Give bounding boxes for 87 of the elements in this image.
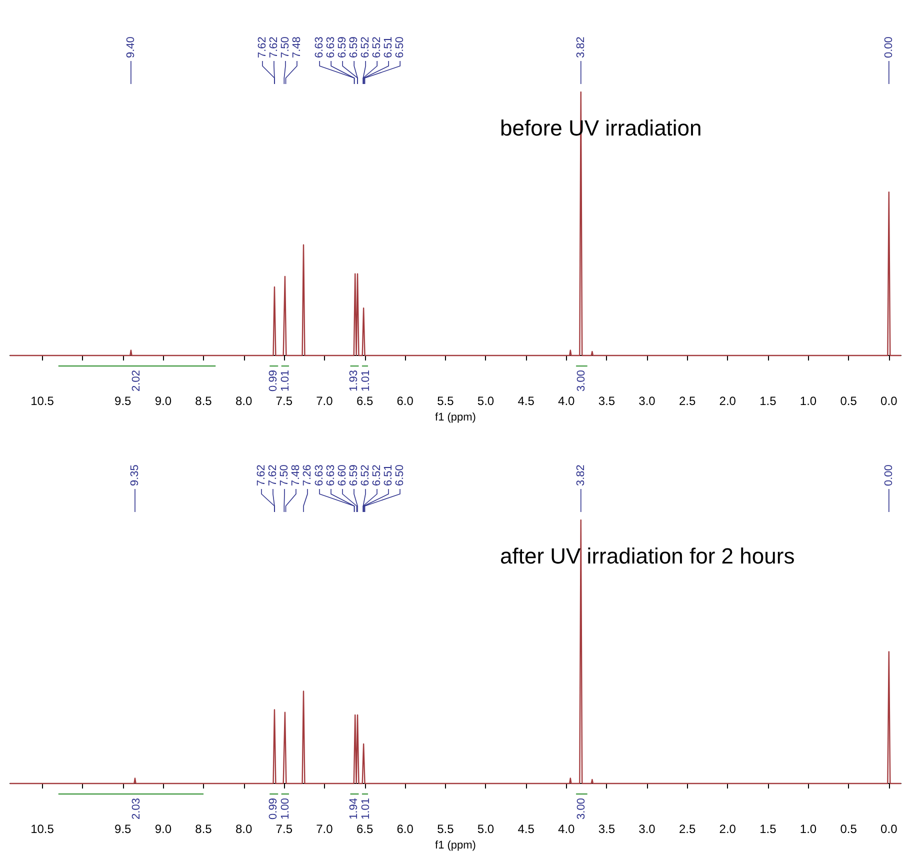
annotation: 6.50 bbox=[394, 36, 406, 58]
x-tick-label: 10.5 bbox=[30, 394, 54, 408]
annotation: 9.40 bbox=[124, 36, 137, 58]
annotation: 6.59 bbox=[336, 36, 349, 58]
x-tick-label: 10.5 bbox=[30, 822, 54, 836]
annotation: 7.62 bbox=[256, 36, 268, 58]
annotation: 7.50 bbox=[279, 36, 292, 58]
annotation: 6.63 bbox=[314, 36, 326, 58]
annotation: 6.50 bbox=[394, 464, 406, 486]
annotation: 6.60 bbox=[336, 464, 348, 486]
annotation: 6.59 bbox=[348, 36, 360, 58]
x-tick-label: 0.0 bbox=[880, 822, 898, 836]
x-tick-label: 5.5 bbox=[437, 822, 454, 836]
x-tick-label: 7.0 bbox=[316, 822, 334, 836]
x-axis-title: f1 (ppm) bbox=[435, 412, 476, 424]
x-tick-label: 6.0 bbox=[396, 822, 414, 836]
annotation: 7.62 bbox=[266, 464, 279, 486]
x-tick-label: 0.5 bbox=[840, 822, 858, 836]
annotation: 3.82 bbox=[574, 464, 587, 486]
annotation: 3.82 bbox=[574, 36, 587, 58]
x-tick-label: 4.5 bbox=[518, 394, 535, 408]
annotation: 2.02 bbox=[130, 370, 143, 392]
x-tick-label: 3.0 bbox=[638, 394, 656, 408]
annotation: 6.52 bbox=[371, 464, 383, 486]
annotation: 7.62 bbox=[255, 464, 268, 486]
annotation: 0.00 bbox=[882, 464, 895, 486]
x-tick-label: 9.0 bbox=[154, 394, 172, 408]
annotation: 6.52 bbox=[360, 36, 372, 58]
annotation: 6.52 bbox=[371, 36, 384, 58]
x-tick-label: 9.0 bbox=[154, 822, 172, 836]
annotation: 6.63 bbox=[314, 464, 326, 486]
x-tick-label: 6.5 bbox=[356, 394, 374, 408]
x-tick-label: 2.0 bbox=[719, 822, 736, 836]
annotation: 3.00 bbox=[576, 798, 588, 820]
annotation: 1.00 bbox=[279, 798, 292, 820]
annotation: 7.48 bbox=[290, 36, 303, 58]
x-tick-label: 1.0 bbox=[800, 394, 817, 408]
x-tick-label: 2.5 bbox=[678, 394, 696, 408]
x-tick-label: 5.0 bbox=[477, 394, 494, 408]
annotation: 6.51 bbox=[382, 36, 395, 58]
x-tick-label: 2.5 bbox=[678, 822, 696, 836]
annotation: 1.01 bbox=[360, 798, 372, 820]
annotation: 1.93 bbox=[348, 370, 360, 392]
x-tick-label: 1.5 bbox=[760, 822, 777, 836]
x-tick-label: 8.0 bbox=[235, 822, 252, 836]
annotation: 2.03 bbox=[130, 798, 143, 820]
x-tick-label: 7.5 bbox=[276, 822, 293, 836]
annotation: 6.51 bbox=[382, 464, 394, 486]
x-tick-label: 5.0 bbox=[477, 822, 494, 836]
x-tick-label: 8.5 bbox=[195, 394, 212, 408]
x-tick-label: 4.5 bbox=[518, 822, 535, 836]
x-tick-label: 6.5 bbox=[356, 822, 374, 836]
annotation: 7.26 bbox=[301, 464, 314, 486]
annotation: 7.48 bbox=[290, 464, 302, 486]
x-tick-label: 6.0 bbox=[396, 394, 414, 408]
annotation: 0.00 bbox=[882, 36, 895, 58]
x-tick-label: 3.5 bbox=[598, 822, 616, 836]
annotation: 7.50 bbox=[278, 464, 290, 486]
x-tick-label: 0.5 bbox=[840, 394, 858, 408]
annotation: 0.99 bbox=[267, 370, 280, 392]
annotation: 1.01 bbox=[279, 370, 292, 392]
x-tick-label: 4.0 bbox=[558, 822, 576, 836]
annotation: 3.00 bbox=[576, 370, 588, 392]
x-tick-label: 5.5 bbox=[437, 394, 454, 408]
annotation: 1.01 bbox=[360, 370, 372, 392]
annotation: 6.52 bbox=[360, 464, 372, 486]
annotation: 1.94 bbox=[348, 798, 360, 820]
x-tick-label: 3.0 bbox=[638, 822, 656, 836]
annotation: 6.59 bbox=[348, 464, 360, 486]
x-tick-label: 9.5 bbox=[114, 394, 132, 408]
x-tick-label: 8.5 bbox=[195, 822, 212, 836]
x-tick-label: 1.0 bbox=[800, 822, 817, 836]
x-tick-label: 4.0 bbox=[558, 394, 576, 408]
annotation: 6.63 bbox=[325, 36, 338, 58]
annotation: 7.62 bbox=[268, 36, 280, 58]
x-tick-label: 3.5 bbox=[598, 394, 616, 408]
annotation: 6.63 bbox=[325, 464, 337, 486]
x-tick-label: 7.5 bbox=[276, 394, 293, 408]
x-axis-title: f1 (ppm) bbox=[435, 840, 476, 852]
x-tick-label: 2.0 bbox=[719, 394, 736, 408]
x-tick-label: 7.0 bbox=[316, 394, 334, 408]
x-tick-label: 1.5 bbox=[760, 394, 777, 408]
x-tick-label: 8.0 bbox=[235, 394, 252, 408]
x-tick-label: 9.5 bbox=[114, 822, 132, 836]
annotation: 0.99 bbox=[267, 798, 280, 820]
annotation: 9.35 bbox=[128, 464, 141, 486]
x-tick-label: 0.0 bbox=[880, 394, 898, 408]
